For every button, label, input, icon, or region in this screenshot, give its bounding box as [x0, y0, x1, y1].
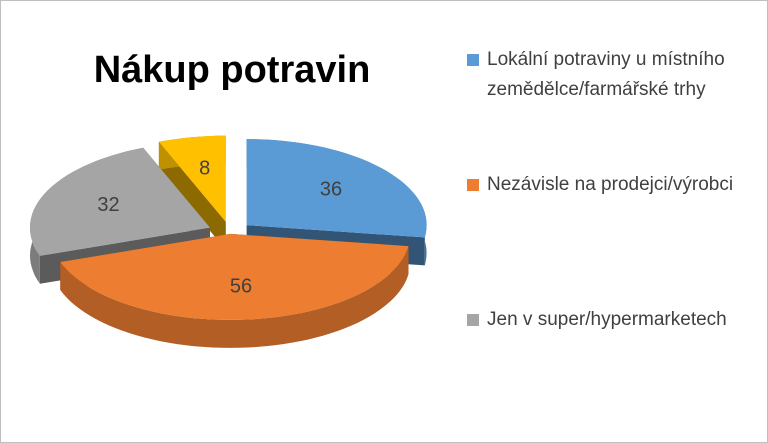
chart-title: Nákup potravin	[94, 49, 371, 91]
slice-top	[30, 147, 210, 256]
slice-top	[246, 139, 427, 238]
slice-top	[60, 233, 409, 320]
data-label: 8	[199, 158, 210, 180]
slice-cut-face	[158, 141, 226, 250]
data-label: 36	[320, 178, 342, 200]
legend-label: Jen v super/hypermarketech	[487, 309, 727, 330]
legend-label: Lokální potraviny u místního zemědělce/f…	[487, 49, 725, 100]
legend-swatch	[467, 314, 479, 326]
slice: 8	[158, 135, 226, 250]
data-label: 32	[97, 194, 119, 216]
legend-label: Nezávisle na prodejci/výrobci	[487, 174, 734, 195]
pie: 8 36 32 56	[30, 135, 427, 348]
slice: 56	[60, 233, 409, 348]
slice-top	[158, 135, 226, 222]
legend-swatch	[467, 179, 479, 191]
data-label: 56	[230, 275, 252, 297]
legend-swatch	[467, 54, 479, 66]
slice-wall	[60, 246, 409, 348]
